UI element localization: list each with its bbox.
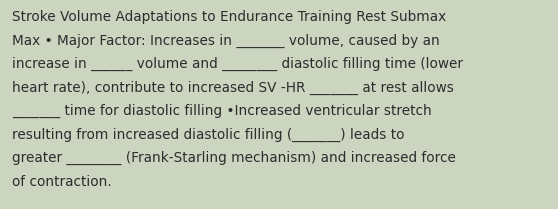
Text: _______ time for diastolic filling •Increased ventricular stretch: _______ time for diastolic filling •Incr… <box>12 104 432 118</box>
Text: of contraction.: of contraction. <box>12 175 112 189</box>
Text: resulting from increased diastolic filling (_______) leads to: resulting from increased diastolic filli… <box>12 127 405 142</box>
Text: Stroke Volume Adaptations to Endurance Training Rest Submax: Stroke Volume Adaptations to Endurance T… <box>12 10 446 24</box>
Text: increase in ______ volume and ________ diastolic filling time (lower: increase in ______ volume and ________ d… <box>12 57 463 71</box>
Text: Max • Major Factor: Increases in _______ volume, caused by an: Max • Major Factor: Increases in _______… <box>12 33 440 48</box>
Text: greater ________ (Frank-Starling mechanism) and increased force: greater ________ (Frank-Starling mechani… <box>12 151 456 165</box>
Text: heart rate), contribute to increased SV -HR _______ at rest allows: heart rate), contribute to increased SV … <box>12 80 454 95</box>
